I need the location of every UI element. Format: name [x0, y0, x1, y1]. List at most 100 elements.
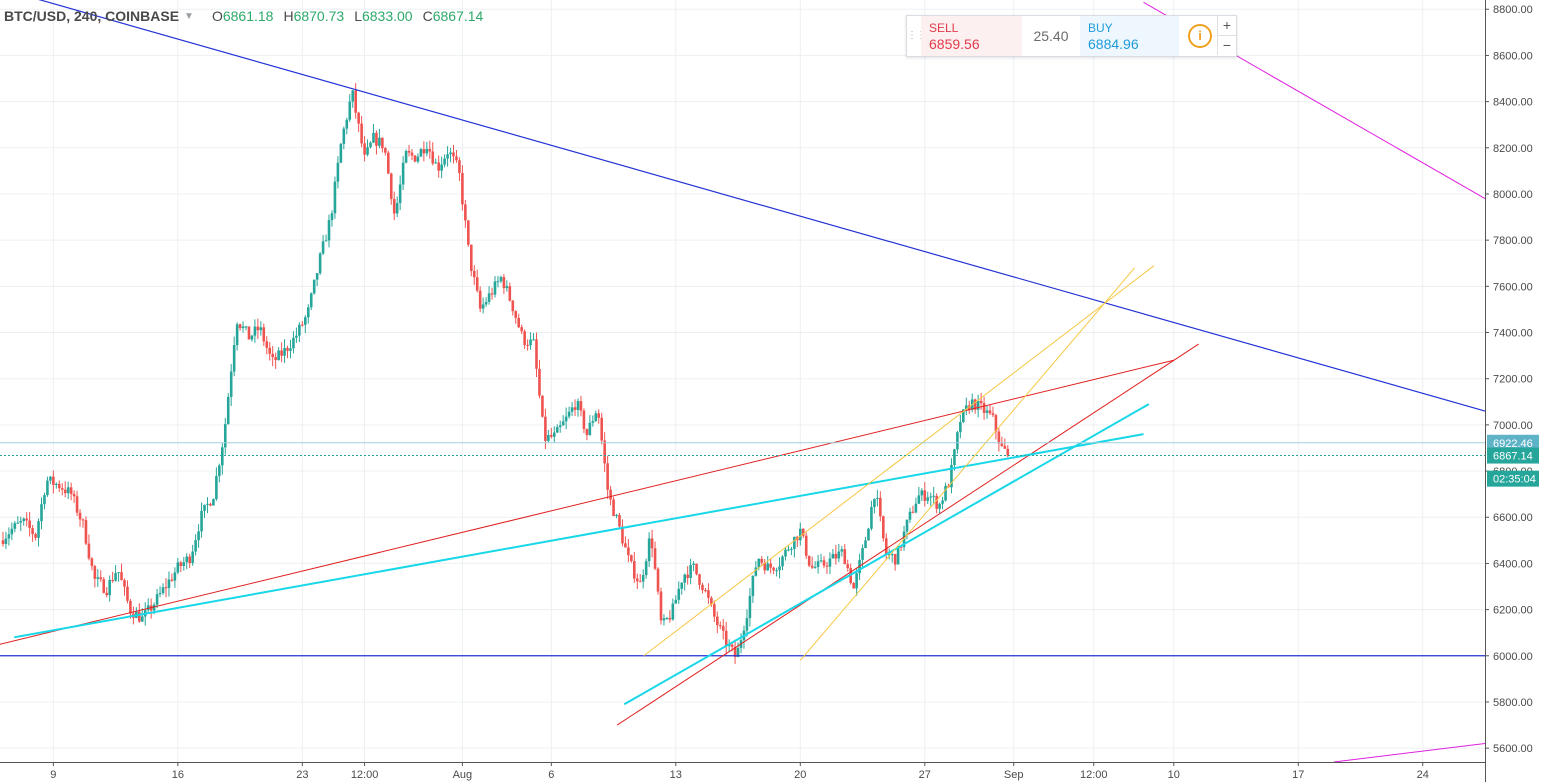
- time-tick-label: 16: [172, 769, 184, 781]
- candle-body: [384, 148, 387, 153]
- candle-body: [241, 326, 245, 329]
- candle-body: [920, 490, 924, 496]
- candle-body: [277, 350, 280, 361]
- candle-body: [354, 90, 357, 113]
- candle-body: [662, 618, 666, 621]
- candle-body: [481, 304, 485, 309]
- candle-body: [315, 273, 319, 280]
- candle-body: [200, 510, 203, 532]
- candle-body: [295, 335, 298, 338]
- candle-body: [677, 588, 681, 600]
- candle-body: [446, 154, 449, 159]
- candle-body: [724, 630, 728, 647]
- candle-body: [164, 587, 168, 589]
- candle-body: [870, 507, 873, 529]
- candle-body: [650, 538, 654, 549]
- candle-body: [644, 561, 648, 575]
- candle-body: [28, 520, 31, 529]
- candle-body: [561, 421, 565, 426]
- candle-body: [547, 434, 550, 441]
- candle-body: [126, 586, 129, 601]
- candle-body: [704, 590, 707, 592]
- candle-body: [582, 410, 586, 429]
- candle-body: [603, 440, 606, 464]
- candle-body: [718, 625, 722, 627]
- candle-body: [120, 572, 123, 581]
- trendline-drawings[interactable]: [0, 0, 1486, 763]
- candle-body: [997, 431, 1001, 444]
- candle-body: [321, 241, 325, 254]
- candle-body: [852, 582, 855, 589]
- candle-body: [140, 616, 144, 622]
- candle-body: [624, 543, 627, 548]
- candle-body: [348, 101, 352, 120]
- candle-body: [517, 317, 521, 328]
- candle-body: [825, 565, 829, 567]
- candle-body: [552, 432, 556, 437]
- candle-body: [798, 528, 802, 541]
- candle-body: [873, 498, 876, 508]
- candle-body: [505, 286, 509, 289]
- candle-body: [976, 400, 980, 410]
- zoom-out-button[interactable]: −: [1217, 36, 1236, 55]
- price-axis[interactable]: 5600.00 5800.00 6000.00 6200.00 6400.00 6600.…: [1485, 0, 1541, 782]
- candle-body: [633, 561, 636, 579]
- candle-body: [979, 400, 983, 404]
- candle-body: [253, 326, 257, 336]
- candle-body: [265, 341, 269, 348]
- candle-body: [1000, 443, 1004, 446]
- candle-body: [887, 554, 891, 556]
- yellow-channel-line-2: [799, 267, 1136, 661]
- candle-body: [182, 562, 186, 566]
- candlestick-series: [1, 83, 1010, 664]
- chevron-down-icon[interactable]: ▼: [184, 10, 194, 22]
- symbol-title[interactable]: BTC/USD, 240, COINBASE: [4, 8, 180, 24]
- candle-body: [274, 357, 277, 361]
- candle-body: [366, 147, 369, 155]
- candle-body: [985, 410, 989, 413]
- candle-body: [333, 181, 337, 214]
- candle-body: [855, 573, 858, 589]
- cyan-trend-lower: [623, 403, 1150, 706]
- candle-body: [461, 173, 464, 205]
- price-tick-label: 7400.00: [1493, 328, 1533, 340]
- candle-body: [861, 548, 864, 560]
- candle-body: [437, 162, 440, 171]
- candle-body: [105, 592, 109, 596]
- candle-body: [730, 644, 734, 647]
- candle-body: [312, 279, 316, 294]
- candle-body: [929, 496, 933, 498]
- price-tick-label: 6000.00: [1493, 651, 1533, 663]
- candle-body: [324, 240, 328, 242]
- candle-body: [475, 277, 479, 291]
- candle-body: [117, 572, 120, 574]
- candle-body: [401, 162, 405, 185]
- candle-body: [484, 301, 488, 305]
- drag-handle-icon[interactable]: ⋮⋮: [907, 30, 926, 41]
- open-label: O: [211, 8, 223, 24]
- low-label: L: [354, 8, 362, 24]
- zoom-in-button[interactable]: +: [1217, 16, 1236, 36]
- yellow-channel-line-1: [643, 265, 1155, 657]
- price-lines: [0, 442, 1485, 457]
- sell-button[interactable]: SELL 6859.56: [921, 16, 1022, 56]
- candle-body: [235, 324, 239, 346]
- price-tick-label: 8000.00: [1493, 189, 1533, 201]
- candle-body: [78, 512, 82, 520]
- candle-body: [647, 538, 651, 562]
- candle-body: [363, 143, 366, 155]
- candle-body: [668, 617, 672, 620]
- candle-body: [757, 558, 761, 568]
- candle-body: [102, 579, 106, 593]
- candle-body: [867, 528, 870, 541]
- candle-body: [600, 417, 604, 441]
- candle-body: [695, 563, 698, 575]
- candle-body: [345, 119, 349, 129]
- candle-body: [837, 551, 841, 559]
- time-axis[interactable]: 9 16 23 12:00 Aug 6 13 20 27 Sep 12:00 10 17 24: [0, 762, 1485, 782]
- candle-body: [816, 561, 820, 567]
- buy-button[interactable]: BUY 6884.96: [1080, 16, 1179, 56]
- info-icon[interactable]: i: [1188, 24, 1212, 48]
- candle-body: [843, 549, 847, 565]
